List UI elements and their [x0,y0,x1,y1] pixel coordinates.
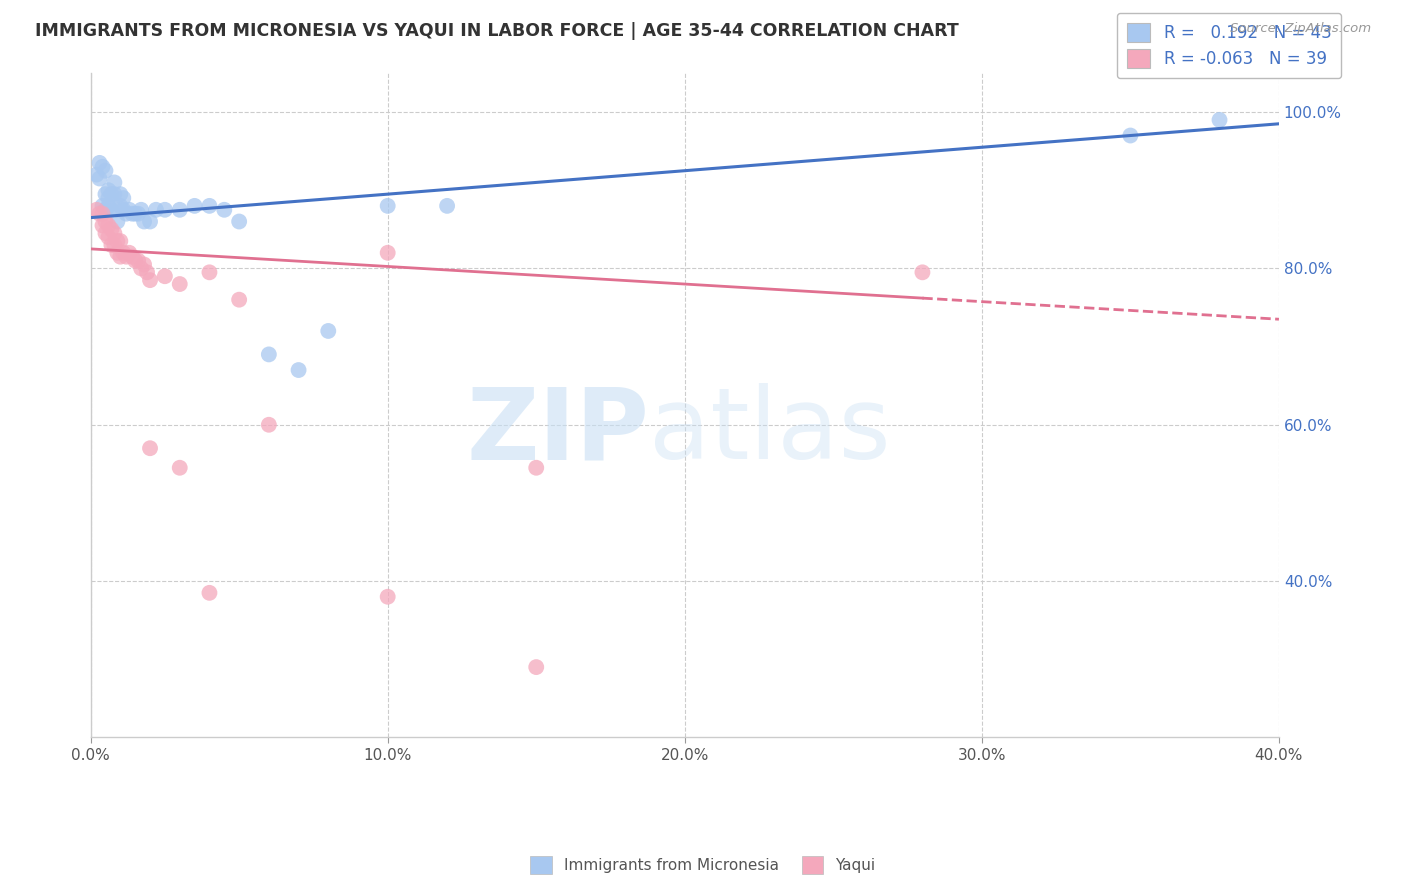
Point [105,214,128,228]
Point [129,202,152,217]
Point [169,202,191,217]
Point [100,222,122,236]
Point [118,245,141,260]
Point [103,176,125,190]
Point [377,590,399,604]
Point [153,269,176,284]
Point [89,207,111,221]
Point [214,202,236,217]
Point [112,202,135,217]
Point [115,207,138,221]
Point [139,214,162,228]
Point [198,586,221,600]
Point [377,245,399,260]
Point [129,261,152,276]
Point [132,214,155,228]
Point [257,347,280,361]
Point [228,214,250,228]
Point [112,191,135,205]
Point [183,199,205,213]
Point [127,253,149,268]
Point [103,238,125,252]
Text: Source: ZipAtlas.com: Source: ZipAtlas.com [1230,22,1371,36]
Point [97,183,120,197]
Point [100,202,122,217]
Point [1119,128,1142,143]
Point [100,238,122,252]
Point [121,207,143,221]
Point [257,417,280,432]
Point [287,363,309,377]
Point [316,324,339,338]
Point [524,460,547,475]
Point [94,187,117,202]
Point [100,187,122,202]
Point [94,202,117,217]
Point [105,245,128,260]
Point [124,253,146,268]
Point [97,230,120,244]
Point [91,219,114,233]
Point [110,199,132,213]
Point [115,250,138,264]
Point [118,202,141,217]
Point [169,460,191,475]
Point [136,265,159,279]
Point [198,265,221,279]
Point [169,277,191,291]
Point [97,219,120,233]
Point [145,202,167,217]
Point [124,207,146,221]
Point [139,441,162,455]
Point [86,168,108,182]
Point [127,207,149,221]
Text: atlas: atlas [650,384,891,480]
Point [89,156,111,170]
Point [110,187,132,202]
Point [86,202,108,217]
Point [524,660,547,674]
Point [911,265,934,279]
Point [436,199,458,213]
Text: IMMIGRANTS FROM MICRONESIA VS YAQUI IN LABOR FORCE | AGE 35-44 CORRELATION CHART: IMMIGRANTS FROM MICRONESIA VS YAQUI IN L… [35,22,959,40]
Point [132,258,155,272]
Point [153,202,176,217]
Point [228,293,250,307]
Point [91,199,114,213]
Point [94,226,117,240]
Point [91,160,114,174]
Point [110,250,132,264]
Point [97,199,120,213]
Point [105,234,128,248]
Point [89,171,111,186]
Point [112,245,135,260]
Point [110,234,132,248]
Text: ZIP: ZIP [467,384,650,480]
Point [103,226,125,240]
Point [91,207,114,221]
Point [94,163,117,178]
Point [103,187,125,202]
Point [198,199,221,213]
Point [1208,112,1230,127]
Point [94,214,117,228]
Point [139,273,162,287]
Legend: Immigrants from Micronesia, Yaqui: Immigrants from Micronesia, Yaqui [524,850,882,880]
Point [105,202,128,217]
Point [97,191,120,205]
Point [121,250,143,264]
Point [377,199,399,213]
